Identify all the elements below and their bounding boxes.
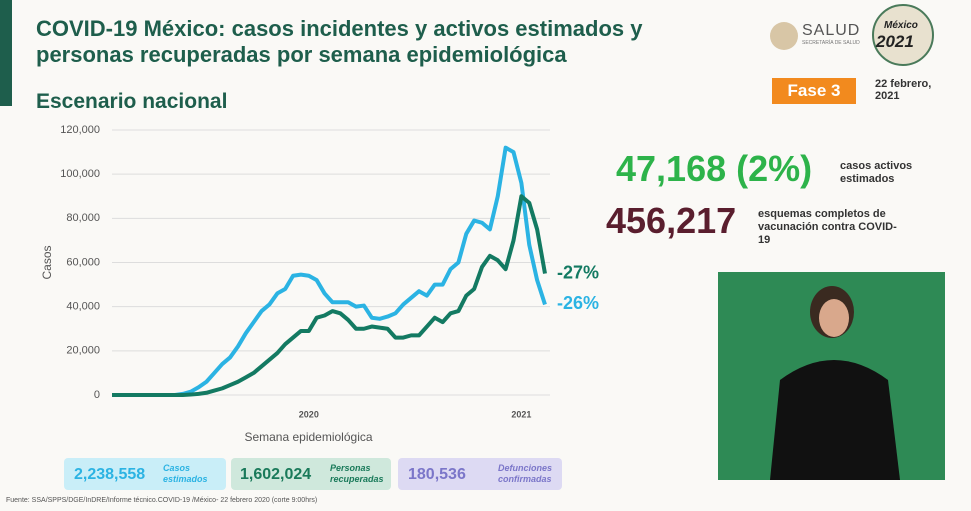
y-tick-label: 20,000 [66, 345, 100, 357]
y-tick-label: 0 [94, 389, 100, 401]
logo: SALUD [802, 22, 861, 39]
total-box [398, 458, 562, 490]
emblem-top: México [884, 20, 918, 31]
subtitle: Escenario nacional [36, 90, 228, 113]
logo-sub: SECRETARÍA DE SALUD [802, 40, 860, 46]
emblem-year: 2021 [876, 32, 914, 51]
series-end-label: -27% [557, 262, 599, 282]
y-axis-label: Casos [40, 245, 54, 279]
date: 22 febrero, 2021 [875, 78, 932, 102]
signer-body [770, 360, 900, 480]
active-cases-text: casos activos estimados [840, 160, 913, 185]
side-bar [0, 0, 12, 106]
signer-face [819, 299, 849, 337]
x-tick-label: 2020 [299, 409, 319, 419]
total-value: 2,238,558 [74, 466, 146, 483]
series-end-label: -26% [557, 293, 599, 313]
logo-emblem [770, 22, 798, 50]
y-tick-label: 120,000 [60, 124, 100, 136]
vaccinations: 456,217 [606, 200, 737, 241]
source: Fuente: SSA/SPPS/DGE/InDRE/Informe técni… [6, 497, 318, 504]
total-value: 1,602,024 [240, 466, 312, 483]
x-axis-label: Semana epidemiológica [244, 430, 372, 444]
total-value: 180,536 [408, 466, 466, 483]
x-tick-label: 2021 [511, 409, 531, 419]
total-box [64, 458, 226, 490]
total-text: Personas recuperadas [330, 463, 384, 484]
title: COVID-19 México: casos incidentes y acti… [36, 16, 643, 67]
total-box [231, 458, 391, 490]
emblem [872, 4, 934, 66]
total-text: Casos estimados [163, 463, 208, 484]
vaccinations-text: esquemas completos de vacunación contra … [758, 208, 897, 246]
active-cases: 47,168 (2%) [616, 148, 813, 189]
y-tick-label: 60,000 [66, 256, 100, 268]
phase: Fase 3 [772, 78, 856, 104]
line-series [112, 194, 547, 397]
y-tick-label: 40,000 [66, 301, 100, 313]
y-tick-label: 100,000 [60, 168, 100, 180]
total-text: Defunciones confirmadas [498, 463, 553, 484]
y-tick-label: 80,000 [66, 212, 100, 224]
